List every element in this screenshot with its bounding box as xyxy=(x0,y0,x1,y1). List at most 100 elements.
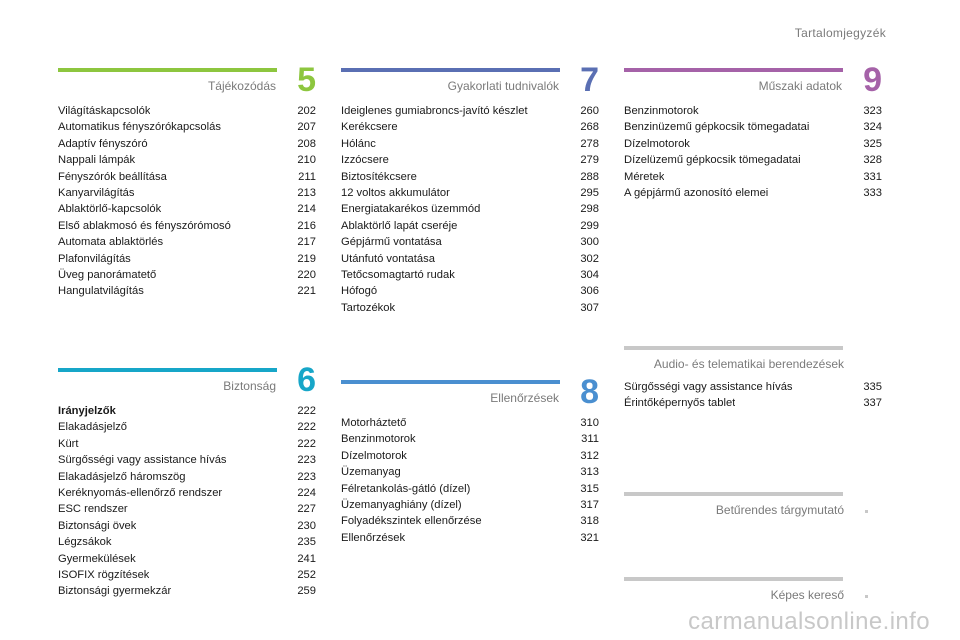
section-8-bar xyxy=(341,380,560,384)
list-item[interactable]: Üzemanyag 313 xyxy=(341,464,599,480)
list-item[interactable]: Elakadásjelző 222 xyxy=(58,419,316,435)
section-visual-search[interactable]: Képes kereső xyxy=(624,577,882,607)
entry-page: 331 xyxy=(863,170,882,183)
list-item[interactable]: Automata ablaktörlés 217 xyxy=(58,234,316,250)
list-item[interactable]: Ellenőrzések 321 xyxy=(341,530,599,546)
section-8-number: 8 xyxy=(580,373,599,411)
section-7-bar xyxy=(341,68,560,72)
list-item[interactable]: Érintőképernyős tablet 337 xyxy=(624,395,882,411)
section-9-title: Műszaki adatok xyxy=(758,79,842,93)
entry-page: 217 xyxy=(297,236,316,249)
entry-page: 241 xyxy=(297,552,316,565)
list-item[interactable]: Folyadékszintek ellenőrzése 318 xyxy=(341,513,599,529)
list-item[interactable]: Dízelüzemű gépkocsik tömegadatai 328 xyxy=(624,152,882,168)
entry-label: Dízelüzemű gépkocsik tömegadatai xyxy=(624,154,801,167)
list-item[interactable]: Elakadásjelző háromszög 223 xyxy=(58,469,316,485)
list-item[interactable]: Keréknyomás-ellenőrző rendszer 224 xyxy=(58,485,316,501)
list-item[interactable]: Utánfutó vontatása 302 xyxy=(341,251,599,267)
list-item[interactable]: Tartozékok 307 xyxy=(341,300,599,316)
bullet-square-icon xyxy=(865,595,868,598)
entry-label: Izzócsere xyxy=(341,154,389,167)
list-item[interactable]: Világításkapcsolók 202 xyxy=(58,103,316,119)
entry-label: Biztosítékcsere xyxy=(341,170,417,183)
entry-page: 222 xyxy=(297,437,316,450)
list-item[interactable]: Gyermekülések 241 xyxy=(58,551,316,567)
section-visual-search-bar xyxy=(624,577,843,581)
entry-page: 299 xyxy=(580,219,599,232)
list-item[interactable]: Üzemanyaghiány (dízel) 317 xyxy=(341,497,599,513)
list-item[interactable]: Nappali lámpák 210 xyxy=(58,152,316,168)
list-item[interactable]: Tetőcsomagtartó rudak 304 xyxy=(341,267,599,283)
list-item[interactable]: Adaptív fényszóró 208 xyxy=(58,136,316,152)
list-item[interactable]: Méretek 331 xyxy=(624,169,882,185)
list-item[interactable]: Energiatakarékos üzemmód 298 xyxy=(341,201,599,217)
list-item[interactable]: ISOFIX rögzítések 252 xyxy=(58,567,316,583)
list-item[interactable]: Hangulatvilágítás 221 xyxy=(58,283,316,299)
list-item[interactable]: A gépjármű azonosító elemei 333 xyxy=(624,185,882,201)
list-item[interactable]: Kerékcsere 268 xyxy=(341,119,599,135)
section-index[interactable]: Betűrendes tárgymutató xyxy=(624,492,882,522)
section-9-bar xyxy=(624,68,843,72)
list-item[interactable]: Sürgősségi vagy assistance hívás 335 xyxy=(624,379,882,395)
list-item[interactable]: Ablaktörlő lapát cseréje 299 xyxy=(341,218,599,234)
list-item[interactable]: Kürt 222 xyxy=(58,436,316,452)
list-item[interactable]: Benzinüzemű gépkocsik tömegadatai 324 xyxy=(624,119,882,135)
entry-label: Hólánc xyxy=(341,137,376,150)
list-item[interactable]: Légzsákok 235 xyxy=(58,534,316,550)
entry-label: Ideiglenes gumiabroncs-javító készlet xyxy=(341,105,528,117)
list-item[interactable]: Benzinmotorok 311 xyxy=(341,431,599,447)
entry-label: Biztonsági gyermekzár xyxy=(58,585,172,598)
list-item[interactable]: Sürgősségi vagy assistance hívás 223 xyxy=(58,452,316,468)
list-item[interactable]: Motorháztető 310 xyxy=(341,415,599,431)
list-item[interactable]: Fényszórók beállítása 211 xyxy=(58,169,316,185)
list-item[interactable]: Hófogó 306 xyxy=(341,283,599,299)
list-item[interactable]: Biztosítékcsere 288 xyxy=(341,169,599,185)
section-index-bar xyxy=(624,492,843,496)
list-item[interactable]: Dízelmotorok 312 xyxy=(341,448,599,464)
list-item[interactable]: Kanyarvilágítás 213 xyxy=(58,185,316,201)
entry-label: Kürt xyxy=(58,437,79,450)
entry-page: 313 xyxy=(580,466,599,479)
entry-label: Félretankolás-gátló (dízel) xyxy=(341,482,471,495)
entry-label: Adaptív fényszóró xyxy=(58,137,148,150)
list-item[interactable]: Biztonsági övek 230 xyxy=(58,518,316,534)
entry-label: A gépjármű azonosító elemei xyxy=(624,186,769,199)
entry-page: 302 xyxy=(580,252,599,265)
entry-page: 288 xyxy=(580,170,599,183)
entry-page: 221 xyxy=(297,285,316,298)
list-item[interactable]: Ablaktörlő-kapcsolók 214 xyxy=(58,201,316,217)
list-item[interactable]: Benzinmotorok 323 xyxy=(624,103,882,119)
list-item[interactable]: Dízelmotorok 325 xyxy=(624,136,882,152)
entry-label: 12 voltos akkumulátor xyxy=(341,186,450,199)
section-6-bar xyxy=(58,368,277,372)
list-item[interactable]: Első ablakmosó és fényszórómosó 216 xyxy=(58,218,316,234)
list-item[interactable]: Irányjelzők 222 xyxy=(58,403,316,419)
list-item[interactable]: Üveg panorámatető 220 xyxy=(58,267,316,283)
entry-label: Elakadásjelző háromszög xyxy=(58,470,186,483)
section-9-number: 9 xyxy=(863,61,882,99)
list-item[interactable]: Automatikus fényszórókapcsolás 207 xyxy=(58,119,316,135)
section-5-list: Világításkapcsolók 202 Automatikus fénysz… xyxy=(58,103,316,300)
entry-label: Hófogó xyxy=(341,285,378,298)
entry-page: 235 xyxy=(297,536,316,549)
entry-page: 295 xyxy=(580,186,599,199)
list-item[interactable]: 12 voltos akkumulátor 295 xyxy=(341,185,599,201)
entry-page: 207 xyxy=(297,121,316,134)
entry-page: 337 xyxy=(863,397,882,410)
list-item[interactable]: Hólánc 278 xyxy=(341,136,599,152)
entry-label: Gyermekülések xyxy=(58,552,136,565)
list-item[interactable]: Plafonvilágítás 219 xyxy=(58,251,316,267)
entry-page: 227 xyxy=(297,503,316,516)
list-item[interactable]: Ideiglenes gumiabroncs-javító készlet 260 xyxy=(341,103,599,119)
list-item[interactable]: ESC rendszer 227 xyxy=(58,501,316,517)
entry-label: Irányjelzők xyxy=(58,405,116,417)
entry-label: Kanyarvilágítás xyxy=(58,186,135,199)
entry-label: Nappali lámpák xyxy=(58,154,136,167)
list-item[interactable]: Izzócsere 279 xyxy=(341,152,599,168)
entry-label: ESC rendszer xyxy=(58,503,128,516)
list-item[interactable]: Gépjármű vontatása 300 xyxy=(341,234,599,250)
list-item[interactable]: Félretankolás-gátló (dízel) 315 xyxy=(341,481,599,497)
section-6-number: 6 xyxy=(297,361,316,399)
entry-page: 222 xyxy=(297,421,316,434)
list-item[interactable]: Biztonsági gyermekzár 259 xyxy=(58,583,316,599)
